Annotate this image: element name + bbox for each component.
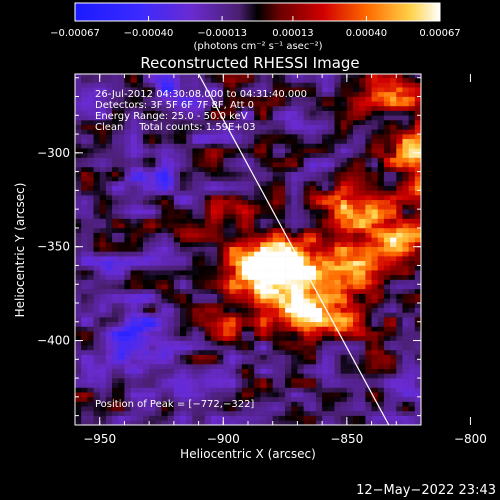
render-timestamp: 12−May−2022 23:43 bbox=[356, 483, 496, 498]
x-tick-label: −850 bbox=[330, 432, 363, 446]
y-tick-label: −400 bbox=[37, 334, 70, 348]
chart-title: Reconstructed RHESSI Image bbox=[140, 54, 359, 72]
annotation-time: 26-Jul-2012 04:30:08.000 to 04:31:40.000 bbox=[95, 89, 307, 100]
colorbar-ticks: −0.00067 −0.00040 −0.00013 0.00013 0.00040 0.… bbox=[50, 16, 461, 39]
axis-ticks: −950 −900 −850 −800 −300 −350 −400 bbox=[37, 74, 487, 446]
annotation-energy: Energy Range: 25.0 - 50.0 keV bbox=[95, 111, 248, 122]
heatmap-image bbox=[75, 74, 421, 425]
colorbar-tick-label: 0.00013 bbox=[272, 28, 313, 39]
y-tick-label: −350 bbox=[37, 240, 70, 254]
colorbar bbox=[74, 2, 441, 22]
annotation-detectors: Detectors: 3F 5F 6F 7F 8F, Att 0 bbox=[95, 100, 254, 111]
annotation-counts: Clean Total counts: 1.59E+03 bbox=[95, 122, 255, 133]
colorbar-tick-label: 0.00040 bbox=[346, 28, 387, 39]
y-axis-label: Heliocentric Y (arcsec) bbox=[13, 183, 27, 318]
y-tick-label: −300 bbox=[37, 146, 70, 160]
colorbar-tick-label: −0.00067 bbox=[50, 28, 100, 39]
x-axis-label: Heliocentric X (arcsec) bbox=[180, 447, 316, 461]
x-tick-label: −900 bbox=[207, 432, 240, 446]
colorbar-tick-label: 0.00067 bbox=[419, 28, 460, 39]
solar-limb-line bbox=[198, 74, 390, 425]
colorbar-tick-label: −0.00013 bbox=[197, 28, 247, 39]
info-block: 26-Jul-2012 04:30:08.000 to 04:31:40.000… bbox=[95, 89, 307, 133]
x-tick-label: −800 bbox=[454, 432, 487, 446]
x-tick-label: −950 bbox=[83, 432, 116, 446]
colorbar-unit-label: (photons cm⁻² s⁻¹ asec⁻²) bbox=[193, 41, 322, 52]
peak-position-label: Position of Peak = [−772,−322] bbox=[95, 399, 254, 410]
colorbar-tick-label: −0.00040 bbox=[124, 28, 174, 39]
